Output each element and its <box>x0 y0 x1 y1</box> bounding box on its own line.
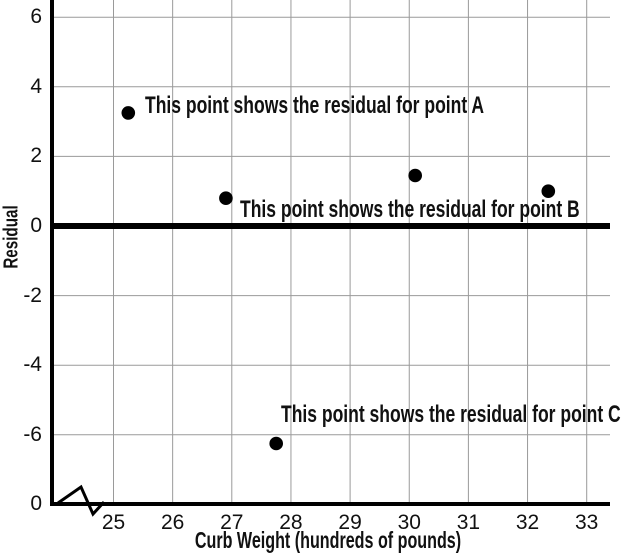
x-tick-label: 33 <box>575 511 599 534</box>
x-tick-label: 32 <box>515 511 540 534</box>
y-tick-label: -6 <box>23 422 42 446</box>
x-tick-label: 29 <box>338 511 362 534</box>
x-axis-title: Curb Weight (hundreds of pounds) <box>194 527 462 553</box>
y-tick-label: -2 <box>23 283 42 307</box>
data-point <box>269 436 284 451</box>
x-tick-label: 27 <box>220 511 244 534</box>
chart-annotation: This point shows the residual for point … <box>240 196 580 223</box>
chart-annotation: This point shows the residual for point … <box>281 401 621 428</box>
y-tick-label: 0 <box>30 214 42 237</box>
y-tick-label: 6 <box>30 5 42 29</box>
origin-tick-label: 0 <box>30 492 42 515</box>
y-tick-label: 4 <box>30 74 42 98</box>
x-tick-label: 28 <box>279 511 303 534</box>
x-axis-break-icon <box>57 484 106 517</box>
data-point <box>219 191 233 205</box>
x-tick-label: 25 <box>101 511 126 534</box>
data-point <box>541 184 556 198</box>
x-tick-label: 31 <box>456 511 481 534</box>
x-tick-label: 26 <box>160 511 185 534</box>
data-point <box>121 106 136 120</box>
data-point <box>408 168 423 183</box>
x-tick-label: 30 <box>397 511 421 534</box>
y-tick-label: -4 <box>23 353 42 377</box>
chart-annotation: This point shows the residual for point … <box>145 92 485 119</box>
y-tick-label: 2 <box>30 144 42 168</box>
